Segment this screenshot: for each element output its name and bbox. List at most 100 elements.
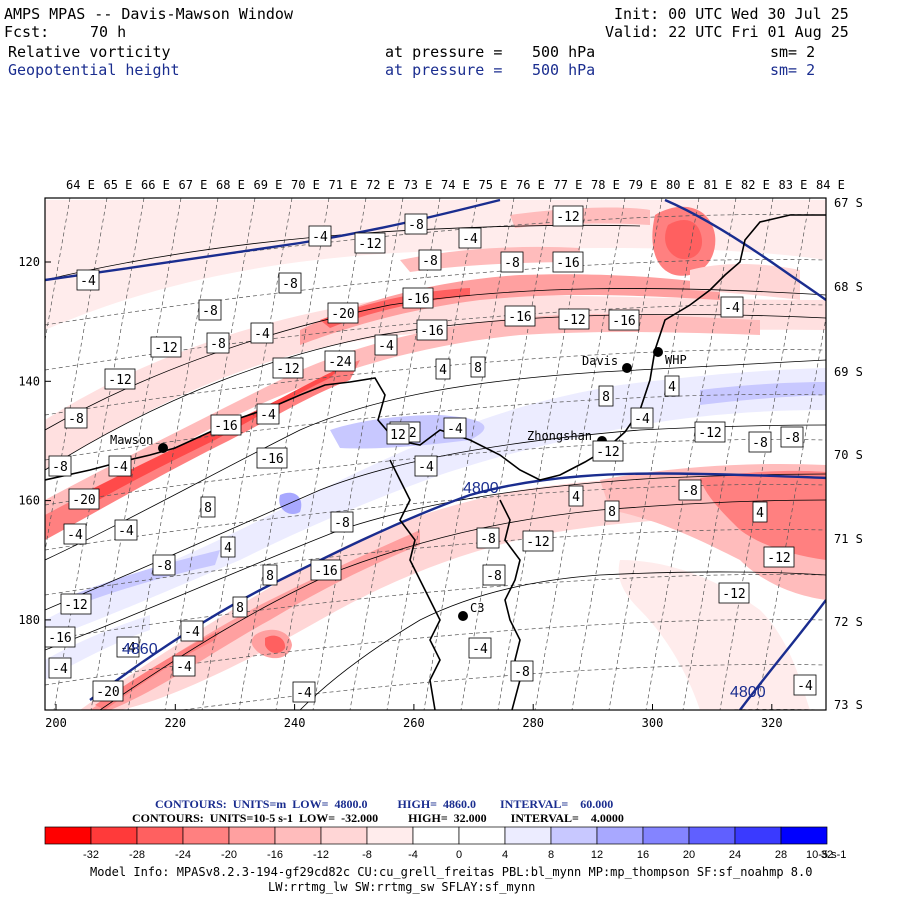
vorticity-label: -4 [292, 681, 316, 703]
vorticity-label: -8 [48, 455, 72, 477]
svg-text:4: 4 [572, 490, 580, 505]
svg-text:-4: -4 [260, 408, 276, 423]
svg-text:-12: -12 [108, 373, 131, 388]
vorticity-label: 8 [262, 564, 278, 586]
vorticity-label: -8 [482, 564, 506, 586]
vorticity-label: -16 [210, 414, 242, 436]
longitude-gridline [127, 198, 219, 710]
svg-text:-8: -8 [752, 436, 768, 451]
vorticity-label: -12 [522, 530, 554, 552]
right-latitude-label: 69 S [834, 365, 863, 379]
field2-smoothing: sm= 2 [770, 61, 816, 79]
vorticity-label: -8 [418, 249, 442, 271]
vorticity-label: -8 [198, 299, 222, 321]
legend-contours-vorticity: CONTOURS: UNITS=10-5 s-1 LOW= -32.000 HI… [132, 811, 624, 825]
svg-text:-12: -12 [556, 210, 579, 225]
vorticity-label: -16 [416, 319, 448, 341]
svg-text:-8: -8 [408, 218, 424, 233]
colorbar-swatch [136, 826, 184, 845]
svg-text:-16: -16 [48, 631, 71, 646]
colorbar-swatch [90, 826, 138, 845]
svg-text:-4: -4 [118, 524, 134, 539]
svg-text:-4: -4 [184, 625, 200, 640]
top-longitude-label: 69 E [254, 178, 283, 192]
svg-text:-4: -4 [112, 460, 128, 475]
shaded-field [45, 198, 826, 710]
svg-text:8: 8 [602, 390, 610, 405]
x-axis-ticks: 200 220 240 260 280 300 320 [45, 704, 783, 730]
vorticity-label: 8 [200, 496, 216, 518]
vorticity-label: -4 [468, 637, 492, 659]
svg-text:-8: -8 [52, 460, 68, 475]
svg-text:8: 8 [236, 601, 244, 616]
top-longitude-label: 76 E [516, 178, 545, 192]
svg-text:-8: -8 [486, 569, 502, 584]
station-label-whp: WHP [665, 353, 687, 367]
vorticity-label: -16 [608, 309, 640, 331]
vorticity-label: 4 [752, 501, 768, 523]
right-latitude-label: 72 S [834, 615, 863, 629]
top-longitude-label: 68 E [216, 178, 245, 192]
station-dot-davis [622, 363, 632, 373]
svg-text:8: 8 [266, 569, 274, 584]
svg-text:-12: -12 [722, 587, 745, 602]
init-time: Init: 00 UTC Wed 30 Jul 25 [614, 5, 849, 23]
top-longitude-label: 81 E [704, 178, 733, 192]
vorticity-label: -12 [694, 421, 726, 443]
latitude-gridline [45, 484, 826, 551]
vorticity-label: -4 [374, 334, 398, 356]
svg-text:-16: -16 [612, 314, 635, 329]
latitude-gridline [180, 664, 826, 710]
model-info-2: LW:rrtmg_lw SW:rrtmg_sw SFLAY:sf_mynn [268, 880, 536, 894]
colorbar-swatch [44, 826, 92, 845]
vorticity-label: 4 [568, 485, 584, 507]
colorbar-tick-label: 20 [683, 849, 695, 861]
colorbar-tick-label: -28 [129, 849, 145, 861]
svg-text:4: 4 [756, 506, 764, 521]
field2-pressure-label: at pressure = [385, 61, 503, 79]
vorticity-labels: -4 -8 -4 -12 -8 -4 -8 -8 -16 -12 -16 -8 -20 -4 -16 -16 -… [44, 205, 817, 703]
colorbar-swatch [780, 826, 828, 845]
svg-text:-12: -12 [698, 426, 721, 441]
colorbar-swatch [274, 826, 322, 845]
longitude-gridline [386, 198, 478, 710]
svg-text:-4: -4 [80, 274, 96, 289]
vorticity-label: -12 [104, 368, 136, 390]
station-label-davis: Davis [582, 354, 618, 368]
colorbar-swatch [182, 826, 230, 845]
vorticity-label: -4 [250, 322, 274, 344]
top-longitude-label: 77 E [554, 178, 583, 192]
svg-text:-12: -12 [154, 341, 177, 356]
field2-name: Geopotential height [8, 61, 180, 79]
longitude-gridline [645, 198, 737, 710]
latitude-gridline [45, 529, 826, 596]
vorticity-label: -8 [748, 431, 772, 453]
vorticity-label: -4 [172, 655, 196, 677]
svg-text:-8: -8 [514, 665, 530, 680]
vorticity-label: -4 [63, 523, 87, 545]
top-longitude-label: 83 E [779, 178, 808, 192]
vorticity-label: -8 [330, 511, 354, 533]
legend-contours-height: CONTOURS: UNITS=m LOW= 4800.0 HIGH= 4860… [155, 797, 614, 811]
vorticity-label: -12 [552, 205, 584, 227]
height-label: 4800 [463, 480, 499, 497]
vorticity-label: -4 [458, 227, 482, 249]
field1-pressure-value: 500 hPa [532, 43, 596, 61]
field1-name: Relative vorticity [8, 43, 171, 61]
latitude-gridline [45, 394, 826, 461]
longitude-gridline [608, 198, 700, 710]
svg-text:-8: -8 [682, 484, 698, 499]
longitude-gridline [53, 198, 145, 710]
station-dot-c3 [458, 611, 468, 621]
vorticity-label: -8 [476, 527, 500, 549]
colorbar-swatch [734, 826, 782, 845]
svg-text:-16: -16 [260, 452, 283, 467]
vorticity-label: -8 [510, 660, 534, 682]
field1-smoothing: sm= 2 [770, 43, 816, 61]
svg-text:-20: -20 [96, 685, 119, 700]
svg-text:-20: -20 [331, 307, 354, 322]
fcst-label: Fcst: [4, 23, 50, 41]
top-longitude-label: 80 E [666, 178, 695, 192]
colorbar-tick-label: -8 [362, 849, 372, 861]
